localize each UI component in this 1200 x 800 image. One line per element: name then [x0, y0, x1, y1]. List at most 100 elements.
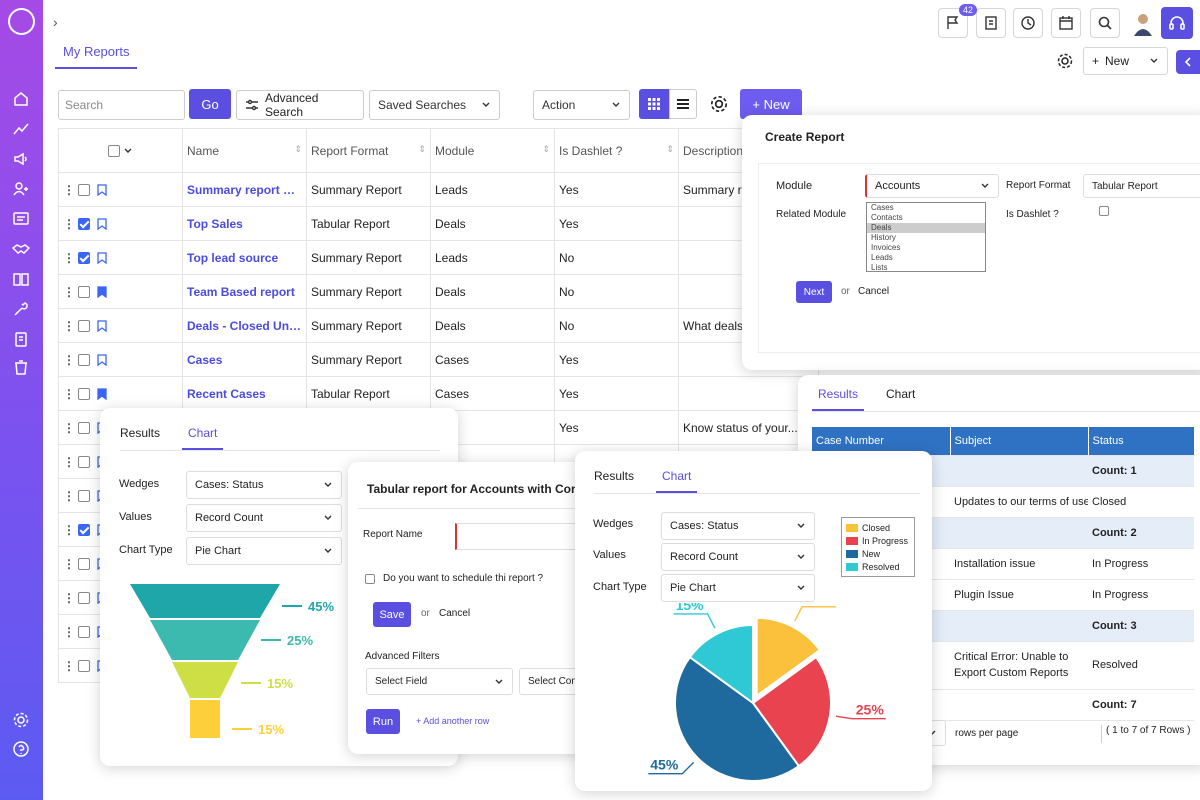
headset-icon[interactable] [1161, 7, 1193, 39]
handshake-icon[interactable] [12, 240, 30, 258]
row-checkbox[interactable] [78, 388, 90, 401]
cancel-link[interactable]: Cancel [439, 608, 471, 619]
select-field-select[interactable]: Select Field [366, 668, 513, 695]
tab-results[interactable]: Results [120, 426, 161, 440]
table-row[interactable]: ⋮ Summary report by ... Summary Report Lea… [58, 172, 819, 207]
row-checkbox[interactable] [78, 184, 90, 197]
row-checkbox[interactable] [78, 558, 90, 571]
table-row[interactable]: ⋮ Recent Cases Tabular Report Cases Yes [58, 376, 819, 411]
trash-icon[interactable] [12, 358, 30, 376]
clipboard-icon[interactable] [976, 8, 1006, 38]
tab-chart[interactable]: Chart [182, 426, 224, 450]
pie-slice-new[interactable] [674, 655, 801, 782]
list-option[interactable]: Invoices [871, 243, 901, 252]
select-all-cell[interactable] [58, 128, 183, 173]
list-option[interactable]: Deals [867, 223, 985, 233]
table-row[interactable]: ⋮ Top lead source Summary Report Leads No [58, 240, 819, 275]
bookmark-icon[interactable] [97, 354, 107, 367]
chart-type-select[interactable]: Pie Chart [661, 574, 815, 602]
column-header-subject[interactable]: Subject [950, 427, 1089, 456]
row-checkbox[interactable] [78, 490, 90, 503]
table-row[interactable]: ⋮ Cases Summary Report Cases Yes [58, 342, 819, 377]
schedule-checkbox[interactable] [365, 574, 375, 584]
table-row[interactable]: ⋮ Top Sales Tabular Report Deals Yes [58, 206, 819, 241]
bookmark-icon[interactable] [97, 320, 107, 333]
list-option[interactable]: Cases [871, 203, 894, 212]
run-button[interactable]: Run [366, 709, 400, 734]
bookmark-icon[interactable] [97, 218, 107, 231]
chart-line-icon[interactable] [12, 120, 30, 138]
column-header-dashlet[interactable]: Is Dashlet ? ⇕ [554, 128, 679, 173]
new-dropdown[interactable]: + New [1083, 47, 1168, 75]
row-checkbox[interactable] [78, 320, 90, 333]
search-icon[interactable] [1090, 8, 1120, 38]
grid-view-icon[interactable] [639, 89, 669, 119]
column-header-module[interactable]: Module ⇕ [430, 128, 555, 173]
row-menu-icon[interactable]: ⋮ [63, 318, 75, 333]
wedges-select[interactable]: Cases: Status [661, 512, 815, 540]
values-select[interactable]: Record Count [661, 543, 815, 571]
clipboard-icon[interactable] [12, 330, 30, 348]
wedges-select[interactable]: Cases: Status [186, 471, 342, 499]
dashlet-checkbox[interactable] [1099, 206, 1109, 216]
related-module-listbox[interactable]: Cases Contacts Deals History Invoices Leads Li… [866, 202, 986, 272]
list-option[interactable]: History [871, 233, 896, 242]
action-select[interactable]: Action [533, 90, 630, 120]
tab-chart[interactable]: Chart [886, 387, 916, 401]
row-menu-icon[interactable]: ⋮ [63, 590, 75, 605]
table-row[interactable]: ⋮ Deals - Closed Und... Summary Report Dea… [58, 308, 819, 343]
row-checkbox[interactable] [78, 218, 90, 231]
select-all-checkbox[interactable] [107, 145, 120, 158]
sort-icon[interactable]: ⇕ [294, 143, 302, 154]
row-checkbox[interactable] [78, 422, 90, 435]
row-menu-icon[interactable]: ⋮ [63, 182, 75, 197]
report-name-cell[interactable]: Summary report by ... [182, 172, 307, 207]
calendar-icon[interactable] [1051, 8, 1081, 38]
bookmark-icon[interactable] [97, 252, 107, 265]
avatar[interactable] [1130, 10, 1156, 36]
row-checkbox[interactable] [78, 524, 90, 537]
row-menu-icon[interactable]: ⋮ [63, 454, 75, 469]
new-report-button[interactable]: + New [740, 89, 802, 119]
pie-slice-resolved[interactable] [688, 623, 754, 705]
bookmark-icon[interactable] [97, 184, 107, 197]
report-name-input[interactable] [455, 523, 588, 550]
row-checkbox[interactable] [78, 456, 90, 469]
next-button[interactable]: Next [796, 281, 832, 303]
row-menu-icon[interactable]: ⋮ [63, 420, 75, 435]
collapse-panel-button[interactable] [1176, 50, 1200, 74]
row-checkbox[interactable] [78, 252, 90, 265]
table-row[interactable]: ⋮ Team Based report Summary Report Deals No [58, 274, 819, 309]
go-button[interactable]: Go [189, 89, 231, 119]
funnel-segment[interactable] [130, 584, 280, 618]
chart-type-select[interactable]: Pie Chart [186, 537, 342, 565]
row-menu-icon[interactable]: ⋮ [63, 488, 75, 503]
report-name-cell[interactable]: Deals - Closed Und... [182, 308, 307, 343]
row-checkbox[interactable] [78, 660, 90, 673]
row-menu-icon[interactable]: ⋮ [63, 658, 75, 673]
message-icon[interactable] [12, 210, 30, 228]
bookmark-icon[interactable] [97, 388, 107, 401]
search-input[interactable] [58, 90, 185, 120]
clock-icon[interactable] [1013, 8, 1043, 38]
list-option[interactable]: Lists [871, 263, 888, 272]
report-name-cell[interactable]: Top Sales [182, 206, 307, 241]
sort-icon[interactable]: ⇕ [542, 143, 550, 154]
settings-icon[interactable] [1056, 52, 1074, 70]
row-menu-icon[interactable]: ⋮ [63, 624, 75, 639]
pie-slice-in-progress[interactable] [751, 655, 832, 768]
report-format-select[interactable]: Tabular Report [1083, 174, 1200, 198]
report-name-cell[interactable]: Cases [182, 342, 307, 377]
advanced-search-button[interactable]: Advanced Search [236, 90, 364, 120]
sort-icon[interactable]: ⇕ [418, 143, 426, 154]
row-checkbox[interactable] [78, 626, 90, 639]
megaphone-icon[interactable] [12, 150, 30, 168]
expand-chevron-icon[interactable]: › [53, 14, 58, 30]
row-menu-icon[interactable]: ⋮ [63, 522, 75, 537]
report-name-cell[interactable]: Recent Cases [182, 376, 307, 411]
wrench-icon[interactable] [12, 300, 30, 318]
tab-chart[interactable]: Chart [656, 469, 698, 493]
row-menu-icon[interactable]: ⋮ [63, 386, 75, 401]
sort-icon[interactable]: ⇕ [666, 143, 674, 154]
funnel-segment[interactable] [190, 700, 220, 738]
